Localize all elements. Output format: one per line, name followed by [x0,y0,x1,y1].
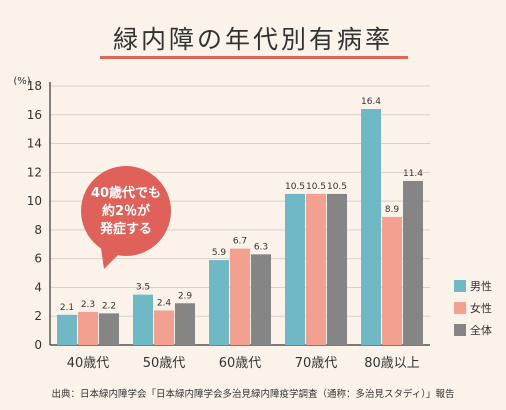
y-tick-label: 16 [27,108,42,122]
x-tick-label: 60歳代 [219,356,262,371]
data-label: 3.5 [136,283,150,293]
bar [175,303,195,345]
callout-text: 40歳代でも [91,185,161,201]
callout-bubble [81,166,171,256]
source-note: 出典：日本緑内障学会「日本緑内障学会多治見緑内障疫学調査（通称：多治見スタディ）… [51,389,455,400]
y-tick-label: 2 [34,309,42,323]
legend-swatch [454,302,466,314]
bar [361,109,381,346]
legend-label: 全体 [470,323,492,337]
legend-swatch [454,324,466,336]
bar [57,314,77,345]
x-tick-label: 40歳代 [67,356,110,371]
bar [306,193,326,345]
bar [382,216,402,345]
title-underline [100,56,408,59]
data-label: 6.3 [254,242,268,252]
y-tick-label: 14 [27,137,42,151]
bar [154,310,174,345]
callout-text: 約2％が [102,203,150,219]
data-label: 10.5 [306,182,326,192]
x-tick-label: 50歳代 [143,356,186,371]
data-label: 2.2 [102,301,116,311]
y-tick-label: 0 [34,338,42,352]
data-label: 5.9 [212,248,227,258]
y-tick-label: 6 [34,252,42,266]
legend-label: 女性 [470,301,492,315]
data-label: 16.4 [361,97,381,107]
y-tick-label: 10 [27,194,42,208]
legend-swatch [454,280,466,292]
bar [230,248,250,345]
y-tick-label: 12 [27,165,42,179]
y-tick-label: 4 [34,280,42,294]
bar [251,254,271,345]
data-label: 11.4 [403,169,423,179]
y-tick-label: 8 [34,223,42,237]
y-unit-label: (%) [13,76,30,87]
bar [133,294,153,345]
y-tick-label: 18 [27,79,42,93]
data-label: 6.7 [233,237,247,247]
data-label: 2.4 [157,298,172,308]
bar [403,180,423,345]
bar [78,311,98,345]
bar [99,313,119,345]
data-label: 10.5 [327,182,347,192]
bar [327,193,347,345]
data-label: 2.3 [81,300,95,310]
data-label: 2.9 [178,291,193,301]
x-tick-label: 70歳代 [295,356,338,371]
callout-text: 発症する [99,221,152,237]
data-label: 10.5 [285,182,305,192]
legend-label: 男性 [470,279,492,293]
data-label: 8.9 [385,205,400,215]
x-tick-label: 80歳以上 [364,356,420,371]
chart-title: 緑内障の年代別有病率 [112,25,393,54]
data-label: 2.1 [60,303,74,313]
bar [209,260,229,345]
bar [285,193,305,345]
